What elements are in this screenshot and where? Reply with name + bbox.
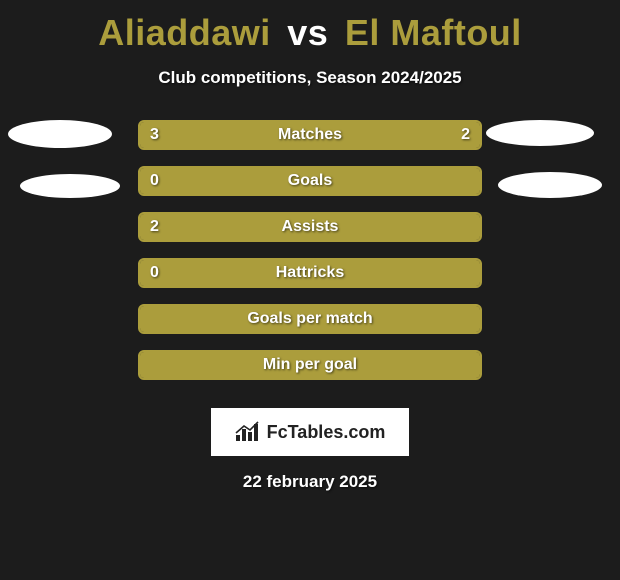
title-player2: El Maftoul [345,12,522,53]
club-logo-placeholder [486,120,594,146]
stat-bar: Min per goal [138,350,482,380]
date-label: 22 february 2025 [0,472,620,492]
bar-chart-icon [235,421,261,443]
title-vs: vs [287,12,328,53]
club-logo-placeholder [498,172,602,198]
stat-bar: Goals per match [138,304,482,334]
stat-bar: 32Matches [138,120,482,150]
title-player1: Aliaddawi [98,12,271,53]
bars-container: 32Matches 0Goals 2Assists 0Hattricks Goals p… [138,120,482,380]
stat-bar: 0Hattricks [138,258,482,288]
club-logo-placeholder [8,120,112,148]
bar-label: Min per goal [140,352,480,378]
logo-text: FcTables.com [267,422,386,443]
comparison-title: Aliaddawi vs El Maftoul [0,0,620,54]
bar-label: Goals [140,168,480,194]
bar-label: Hattricks [140,260,480,286]
bar-label: Matches [140,122,480,148]
logo-box: FcTables.com [211,408,409,456]
bar-label: Assists [140,214,480,240]
chart-area: 32Matches 0Goals 2Assists 0Hattricks Goals p… [0,120,620,400]
club-logo-placeholder [20,174,120,198]
subtitle: Club competitions, Season 2024/2025 [0,68,620,88]
stat-bar: 0Goals [138,166,482,196]
bar-label: Goals per match [140,306,480,332]
stat-bar: 2Assists [138,212,482,242]
